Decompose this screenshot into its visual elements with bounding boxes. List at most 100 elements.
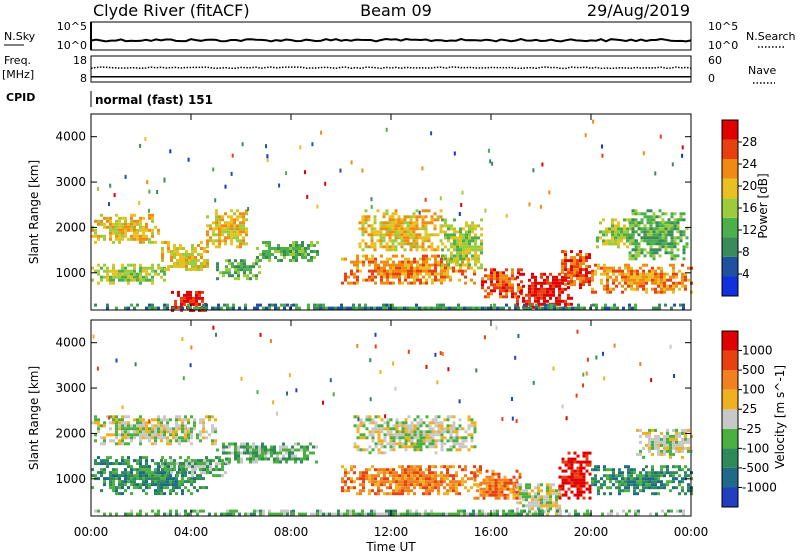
power-cell	[201, 299, 204, 303]
velocity-cell	[586, 512, 589, 516]
power-cell	[280, 259, 283, 262]
velocity-cell	[413, 492, 416, 496]
power-cell	[221, 218, 224, 222]
velocity-cell	[374, 474, 377, 478]
velocity-cell	[112, 471, 115, 475]
velocity-cell	[449, 445, 453, 449]
velocity-cell	[190, 436, 193, 440]
power-cell	[508, 277, 511, 281]
power-cell	[561, 290, 564, 294]
velocity-cell	[194, 459, 197, 463]
power-cell	[347, 281, 350, 285]
velocity-cell	[687, 449, 690, 453]
power-cell	[477, 260, 480, 264]
velocity-cell	[645, 471, 648, 475]
velocity-cell	[493, 509, 496, 513]
power-cell	[142, 216, 145, 220]
velocity-cell	[392, 442, 396, 446]
velocity-cell	[139, 465, 142, 469]
velocity-cell	[106, 433, 109, 437]
velocity-cell	[473, 472, 477, 476]
power-cell	[324, 181, 327, 186]
power-cell	[573, 268, 576, 272]
velocity-cell	[437, 427, 441, 431]
power-cell	[658, 221, 662, 225]
velocity-cell	[224, 462, 227, 466]
power-cell	[397, 236, 401, 240]
velocity-cell	[139, 471, 142, 475]
velocity-cell	[476, 489, 479, 493]
power-cell	[549, 281, 552, 285]
power-cell	[407, 263, 410, 267]
velocity-cell	[585, 481, 589, 485]
velocity-cell	[421, 512, 424, 516]
power-cell	[243, 274, 246, 278]
power-cell	[130, 234, 133, 238]
velocity-cell	[94, 509, 97, 513]
velocity-cell	[211, 439, 214, 443]
velocity-cell	[97, 418, 100, 422]
velocity-cell	[145, 436, 148, 440]
velocity-cell	[139, 486, 142, 490]
power-cell	[461, 263, 464, 267]
power-cell	[612, 269, 615, 273]
velocity-cell	[441, 352, 444, 356]
velocity-cell	[528, 495, 531, 499]
velocity-cell	[576, 454, 580, 458]
velocity-cell	[684, 428, 687, 432]
velocity-cell	[651, 477, 654, 481]
velocity-cell	[193, 509, 196, 513]
power-cell	[195, 302, 198, 306]
velocity-cell	[172, 427, 175, 431]
power-cell	[582, 274, 585, 278]
power-cell	[450, 260, 453, 264]
velocity-cell	[549, 498, 552, 502]
velocity-cell	[347, 477, 350, 481]
power-cell	[558, 299, 561, 303]
power-cell	[233, 212, 236, 216]
velocity-cell	[94, 421, 97, 425]
velocity-cell	[687, 468, 690, 472]
velocity-cell	[481, 512, 484, 516]
velocity-cell	[455, 442, 459, 446]
velocity-cell	[115, 421, 118, 425]
power-cell	[242, 236, 245, 240]
velocity-cell	[368, 418, 372, 422]
velocity-cell	[431, 474, 434, 478]
velocity-cell	[666, 465, 669, 469]
velocity-cell	[179, 456, 182, 460]
velocity-cell	[434, 465, 437, 469]
power-cell	[621, 284, 624, 288]
velocity-cell	[664, 512, 667, 516]
velocity-cell	[570, 463, 574, 467]
velocity-cell	[181, 489, 184, 493]
power-cell	[591, 272, 594, 276]
power-cell	[531, 272, 534, 276]
power-cell	[611, 242, 614, 246]
power-cell	[394, 212, 398, 216]
velocity-cell	[401, 492, 404, 496]
power-cell	[142, 231, 145, 235]
power-cell	[540, 287, 543, 291]
velocity-cell	[148, 439, 151, 443]
power-cell	[484, 208, 487, 213]
velocity-cell	[212, 474, 215, 478]
velocity-cell	[515, 419, 518, 424]
power-cell	[636, 272, 639, 276]
power-cell	[133, 225, 136, 229]
velocity-cell	[374, 415, 378, 419]
power-cell	[385, 233, 389, 237]
velocity-cell	[419, 433, 423, 437]
power-cell	[567, 280, 570, 284]
velocity-cell	[157, 471, 160, 475]
power-cell	[630, 269, 633, 273]
power-cell	[605, 227, 608, 231]
velocity-cell	[419, 436, 423, 440]
velocity-cell	[627, 468, 630, 472]
power-cell	[173, 247, 176, 250]
power-cell	[658, 245, 662, 249]
power-cell	[415, 248, 419, 252]
velocity-cell	[681, 428, 684, 432]
power-cell	[471, 239, 474, 243]
